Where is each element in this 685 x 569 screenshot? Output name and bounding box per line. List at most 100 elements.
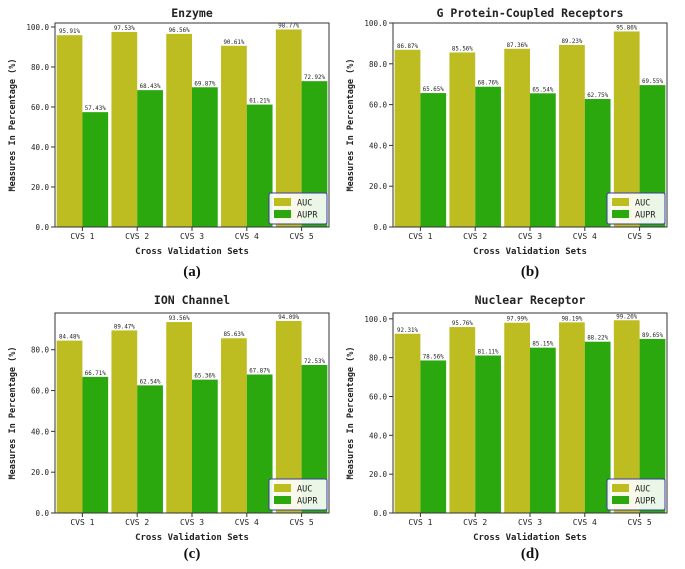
chart-panel-4: Nuclear Receptor 0.0 20.0 40.0 60.0 80.0 100.0… bbox=[346, 293, 668, 562]
legend-swatch-auc bbox=[612, 198, 629, 206]
x-tick-label: CVS 1 bbox=[408, 518, 432, 527]
bar-auc-4 bbox=[221, 45, 247, 227]
bar-aupr-1 bbox=[82, 376, 109, 513]
y-tick-label: 100.0 bbox=[26, 23, 49, 32]
panel-label: (d) bbox=[521, 546, 539, 562]
bar-aupr-4 bbox=[584, 341, 611, 513]
legend-swatch-aupr bbox=[612, 496, 629, 504]
chart-title: Enzyme bbox=[171, 6, 213, 20]
y-tick-label: 100.0 bbox=[364, 315, 387, 324]
y-tick-label: 80.0 bbox=[31, 346, 50, 355]
y-tick-label: 80.0 bbox=[369, 60, 388, 69]
chart-title: ION Channel bbox=[154, 293, 230, 307]
data-label: 85.63% bbox=[223, 332, 244, 338]
bar-auc-1 bbox=[56, 35, 83, 228]
data-label: 68.76% bbox=[478, 81, 499, 87]
data-label: 72.92% bbox=[304, 75, 325, 81]
bar-auc-4 bbox=[559, 322, 585, 513]
data-label: 84.48% bbox=[59, 335, 80, 341]
bar-aupr-2 bbox=[137, 90, 163, 227]
data-label: 87.36% bbox=[507, 43, 528, 49]
bar-aupr-3 bbox=[530, 93, 556, 227]
bar-auc-2 bbox=[111, 31, 138, 227]
data-label: 97.99% bbox=[507, 317, 528, 323]
x-tick-label: CVS 1 bbox=[70, 232, 94, 241]
data-label: 65.65% bbox=[423, 87, 444, 93]
y-tick-label: 0.0 bbox=[373, 223, 387, 232]
bar-auc-2 bbox=[449, 327, 476, 513]
y-tick-label: 40.0 bbox=[369, 431, 388, 440]
y-tick-label: 60.0 bbox=[31, 387, 50, 396]
y-tick-label: 60.0 bbox=[369, 101, 388, 110]
bar-auc-3 bbox=[166, 322, 192, 513]
chart-title: Nuclear Receptor bbox=[475, 293, 586, 307]
y-tick-label: 40.0 bbox=[369, 141, 388, 150]
data-label: 85.56% bbox=[452, 46, 473, 52]
y-tick-label: 60.0 bbox=[31, 103, 50, 112]
bar-aupr-1 bbox=[420, 360, 447, 513]
bar-aupr-3 bbox=[192, 379, 218, 513]
bar-aupr-1 bbox=[82, 112, 109, 227]
data-label: 57.43% bbox=[85, 106, 106, 112]
bar-aupr-2 bbox=[475, 355, 501, 513]
y-tick-label: 20.0 bbox=[31, 468, 50, 477]
data-label: 89.47% bbox=[114, 324, 135, 330]
data-label: 97.53% bbox=[114, 26, 135, 32]
bar-aupr-4 bbox=[246, 374, 273, 513]
data-label: 98.19% bbox=[561, 316, 582, 322]
chart-panel-2: G Protein-Coupled Receptors 0.0 20.0 40.0 60… bbox=[346, 6, 668, 280]
legend-swatch-auc bbox=[274, 484, 291, 492]
legend-label-auc: AUC bbox=[635, 199, 650, 209]
y-tick-label: 80.0 bbox=[369, 354, 388, 363]
data-label: 95.86% bbox=[616, 25, 637, 31]
legend-label-aupr: AUPR bbox=[297, 497, 318, 507]
data-label: 98.77% bbox=[278, 23, 299, 29]
bar-auc-2 bbox=[449, 52, 476, 228]
x-axis-label: Cross Validation Sets bbox=[473, 532, 587, 543]
y-tick-label: 20.0 bbox=[369, 470, 388, 479]
chart-panel-1: Enzyme 0.0 20.0 40.0 60.0 80.0 100.0 95.91% 97.5… bbox=[8, 6, 330, 280]
y-tick-label: 40.0 bbox=[31, 427, 50, 436]
chart-panel-3: ION Channel 0.0 20.0 40.0 60.0 80.0 84.48% 89.4… bbox=[8, 293, 330, 562]
legend-label-auc: AUC bbox=[297, 485, 312, 495]
data-label: 94.09% bbox=[278, 315, 299, 321]
x-tick-label: CVS 5 bbox=[628, 518, 652, 527]
data-label: 66.71% bbox=[85, 371, 106, 377]
y-tick-label: 100.0 bbox=[364, 19, 387, 28]
y-tick-label: 20.0 bbox=[369, 182, 388, 191]
data-label: 99.26% bbox=[616, 314, 637, 320]
data-label: 69.87% bbox=[194, 81, 215, 87]
x-tick-label: CVS 2 bbox=[463, 518, 487, 527]
data-label: 65.54% bbox=[532, 87, 553, 93]
y-tick-label: 80.0 bbox=[31, 63, 50, 72]
bar-auc-2 bbox=[111, 330, 138, 513]
data-label: 85.15% bbox=[532, 342, 553, 348]
x-tick-label: CVS 4 bbox=[573, 232, 597, 241]
data-label: 96.56% bbox=[169, 28, 190, 34]
data-label: 86.87% bbox=[397, 44, 418, 50]
x-tick-label: CVS 5 bbox=[290, 232, 314, 241]
bar-auc-3 bbox=[504, 48, 530, 227]
bar-aupr-3 bbox=[192, 87, 218, 227]
data-label: 62.75% bbox=[587, 93, 608, 99]
y-tick-label: 20.0 bbox=[31, 183, 50, 192]
data-label: 81.11% bbox=[478, 350, 499, 356]
data-label: 67.87% bbox=[249, 368, 270, 374]
x-tick-label: CVS 2 bbox=[125, 232, 149, 241]
bar-aupr-4 bbox=[246, 104, 273, 227]
panel-label: (a) bbox=[183, 264, 201, 280]
data-label: 89.23% bbox=[561, 39, 582, 45]
y-tick-label: 0.0 bbox=[35, 509, 49, 518]
legend-label-auc: AUC bbox=[297, 199, 312, 209]
legend-swatch-aupr bbox=[612, 210, 629, 218]
x-tick-label: CVS 5 bbox=[290, 518, 314, 527]
x-tick-label: CVS 5 bbox=[628, 232, 652, 241]
y-axis-label: Measures In Percentage (%) bbox=[8, 346, 18, 479]
data-label: 90.61% bbox=[223, 40, 244, 46]
chart-title: G Protein-Coupled Receptors bbox=[437, 6, 624, 20]
bar-auc-1 bbox=[394, 333, 421, 513]
y-tick-label: 40.0 bbox=[31, 143, 50, 152]
x-tick-label: CVS 3 bbox=[180, 232, 204, 241]
x-tick-label: CVS 2 bbox=[463, 232, 487, 241]
